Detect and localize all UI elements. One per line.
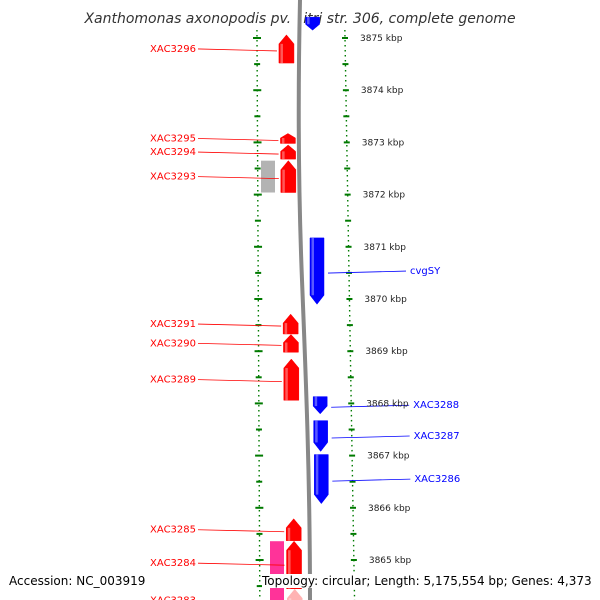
gene-label: XAC3291 <box>150 319 196 330</box>
gene-arrow-shine <box>287 527 291 541</box>
gene-arrow-shine <box>285 368 288 401</box>
scale-label: 3868 kbp <box>366 399 409 409</box>
gene-label: XAC3296 <box>150 44 196 55</box>
gene-track <box>261 16 329 600</box>
gene-arrow-shine <box>288 550 291 589</box>
scale-label: 3867 kbp <box>367 452 410 462</box>
gene-arrow <box>314 454 329 505</box>
gene-leader-line <box>197 323 282 327</box>
gene-arrow <box>278 34 295 64</box>
gene-arrow <box>312 396 328 415</box>
backbone-line <box>296 0 312 600</box>
gene-leader-line <box>197 529 285 533</box>
scale-label: 3871 kbp <box>364 243 407 253</box>
gene-arrow <box>305 16 320 31</box>
gene-label: XAC3293 <box>150 172 196 183</box>
feature-block <box>270 541 284 600</box>
gene-arrow <box>285 518 302 541</box>
scale-label: 3865 kbp <box>369 556 412 566</box>
gene-leader-line <box>197 48 277 52</box>
gene-leader-line <box>197 342 282 346</box>
gene-label: cvgSY <box>410 266 441 277</box>
gene-label: XAC3288 <box>413 400 459 411</box>
gene-leader-line <box>197 379 282 383</box>
gene-arrow-shine <box>307 17 310 25</box>
gene-arrow <box>280 160 297 193</box>
scale-label: 3872 kbp <box>363 191 406 201</box>
gene-label: XAC3285 <box>150 525 196 536</box>
gene-arrow <box>287 588 303 600</box>
gene-arrow-shine <box>282 169 285 193</box>
gene-arrow-shine <box>284 342 288 353</box>
scale-labels: 3875 kbp 3874 kbp 3873 kbp 3872 kbp 3871 kbp… <box>360 34 412 566</box>
gene-leader-line <box>327 270 407 274</box>
gene-arrow <box>282 313 299 335</box>
gene-arrow-shine <box>311 237 314 296</box>
gene-leader-line <box>331 435 410 439</box>
gene-arrow <box>280 144 296 160</box>
gene-label: XAC3286 <box>414 474 460 485</box>
gene-arrow-shine <box>314 396 318 407</box>
gene-arrow <box>309 237 325 305</box>
gene-arrow-shine <box>315 454 319 495</box>
gene-arrow <box>280 133 296 144</box>
scale-label: 3870 kbp <box>364 295 407 305</box>
gene-arrow <box>283 358 300 401</box>
left-ruler-line <box>256 29 261 600</box>
gene-label: XAC3294 <box>150 147 196 158</box>
gene-label: XAC3283 <box>150 596 196 600</box>
gene-arrow <box>283 334 299 353</box>
gene-leader-line <box>197 562 285 566</box>
right-ruler-line <box>344 29 356 600</box>
scale-label: 3869 kbp <box>365 347 408 357</box>
gene-arrow-shine <box>288 598 292 600</box>
feature-block <box>261 160 275 193</box>
right-scale-ruler <box>342 29 358 600</box>
accession-text: Accession: NC_003919 <box>9 574 146 588</box>
gene-label: XAC3289 <box>150 375 196 386</box>
gene-leader-line <box>197 151 279 155</box>
gene-arrow-shine <box>284 323 288 334</box>
gene-label: XAC3290 <box>150 338 196 349</box>
genome-backbone <box>294 0 314 600</box>
gene-label: XAC3287 <box>414 431 460 442</box>
topology-text: Topology: circular; Length: 5,175,554 bp… <box>262 574 592 588</box>
gene-leader-line <box>197 176 279 179</box>
gene-arrow-shine <box>315 420 318 443</box>
gene-label: XAC3284 <box>150 558 196 569</box>
gene-arrow <box>313 420 328 452</box>
gene-labels: XAC3296 XAC3295 XAC3294 XAC3293 XAC3291 XAC32… <box>150 44 460 600</box>
scale-label: 3873 kbp <box>362 138 405 148</box>
left-scale-ruler <box>253 29 264 600</box>
gene-leader-line <box>332 478 411 482</box>
gene-arrow-shine <box>280 43 283 64</box>
gene-label: XAC3295 <box>150 133 196 144</box>
gene-leader-line <box>197 138 279 141</box>
gene-arrow-shine <box>282 151 285 160</box>
scale-label: 3875 kbp <box>360 34 403 44</box>
gene-leader-line <box>331 404 410 408</box>
gene-arrow-shine <box>281 137 285 144</box>
scale-label: 3866 kbp <box>368 504 411 514</box>
scale-label: 3874 kbp <box>361 86 404 96</box>
